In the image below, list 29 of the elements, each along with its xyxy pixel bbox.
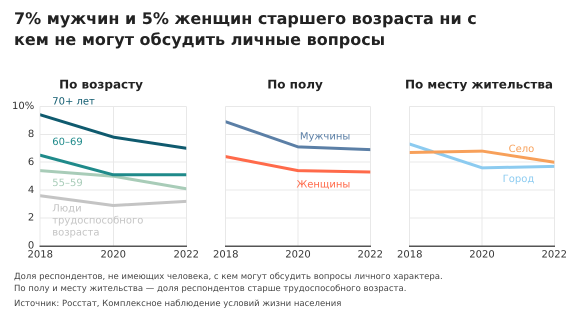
chart-title: По возрасту: [59, 77, 144, 92]
series-label: Город: [502, 174, 534, 186]
x-tick-label: 2020: [285, 250, 311, 261]
y-tick-label: 6: [28, 156, 34, 168]
series-label: 60–69: [52, 136, 83, 148]
series-label: Женщины: [296, 180, 350, 191]
series-label: 55–59: [52, 178, 83, 190]
x-tick-label: 2020: [469, 250, 495, 261]
text: Доля респондентов, не имеющих человека, с кем могут обсудить вопросы личного характера.: [14, 271, 443, 283]
series-label: Люди трудоспособного возраста: [52, 203, 144, 238]
series-label: 70+ лет: [52, 96, 96, 108]
chart-title: По месту жительства: [404, 77, 554, 92]
x-tick-label: 2018: [397, 250, 422, 261]
chart-title: По полу: [267, 77, 323, 92]
y-tick-label: 4: [28, 184, 34, 196]
x-tick-label: 2022: [542, 250, 567, 261]
x-tick-label: 2022: [358, 250, 383, 261]
series-label: Мужчины: [300, 131, 350, 142]
text: Источник: Росстат, Комплексное наблюдение условий жизни населения: [14, 298, 342, 310]
y-tick-label: 2: [28, 212, 34, 224]
x-tick-label: 2018: [213, 250, 238, 261]
series-label: Село: [508, 144, 534, 155]
x-tick-label: 2022: [174, 250, 199, 261]
text: 7% мужчин и 5% женщин старшего возраста ни с кем не могут обсудить личные вопросы: [14, 8, 478, 50]
text: По полу и месту жительства — доля респондентов старше трудоспособного возраста.: [14, 283, 408, 295]
y-tick-label: 10%: [12, 100, 34, 112]
x-tick-label: 2018: [28, 250, 53, 261]
y-tick-label: 8: [28, 128, 34, 140]
x-tick-label: 2020: [100, 250, 126, 261]
